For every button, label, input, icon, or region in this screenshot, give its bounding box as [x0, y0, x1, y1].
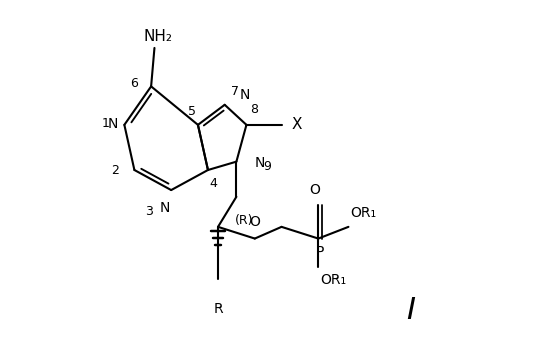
Text: N: N: [108, 117, 118, 131]
Text: 6: 6: [130, 76, 138, 89]
Text: 3: 3: [145, 205, 153, 218]
Text: P: P: [316, 245, 324, 259]
Text: 8: 8: [250, 103, 258, 116]
Text: OR₁: OR₁: [320, 273, 346, 287]
Text: 5: 5: [188, 105, 196, 118]
Text: O: O: [310, 183, 320, 197]
Text: 9: 9: [263, 160, 271, 173]
Text: 4: 4: [209, 177, 217, 190]
Text: N: N: [240, 88, 250, 102]
Text: I: I: [406, 296, 415, 325]
Text: (R): (R): [235, 214, 253, 227]
Text: 7: 7: [231, 85, 239, 98]
Text: R: R: [213, 302, 223, 316]
Text: O: O: [249, 215, 260, 229]
Text: N: N: [159, 202, 169, 216]
Text: X: X: [292, 117, 302, 132]
Text: NH₂: NH₂: [143, 29, 172, 44]
Text: 1: 1: [101, 117, 109, 130]
Text: OR₁: OR₁: [350, 206, 376, 220]
Text: N: N: [255, 156, 265, 170]
Text: 2: 2: [111, 164, 119, 176]
